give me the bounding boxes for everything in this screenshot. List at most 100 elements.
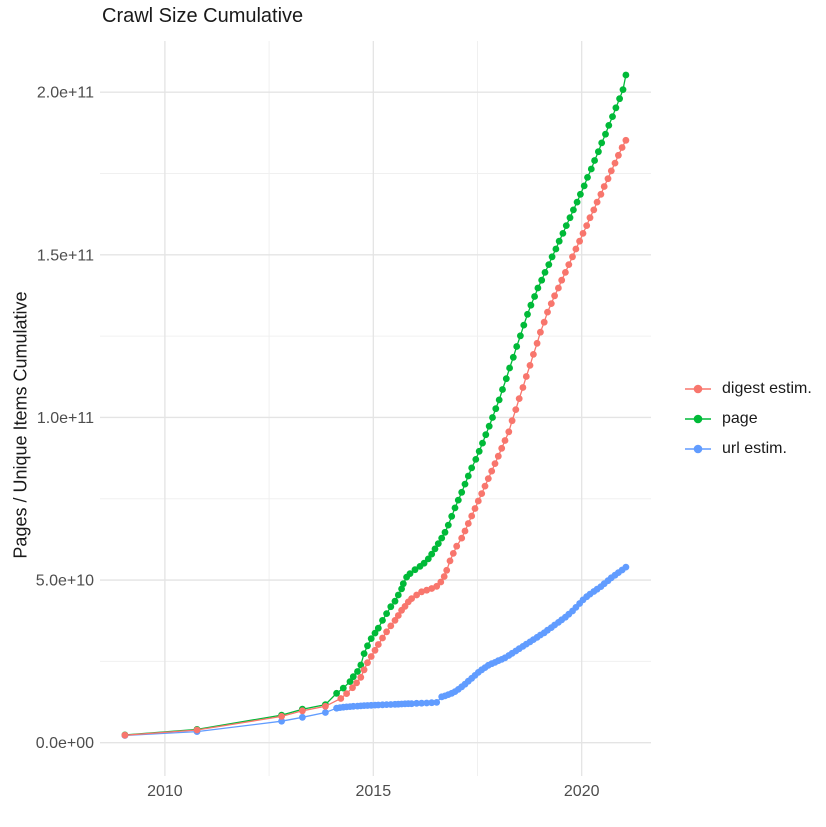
data-point-digest-estim (597, 190, 605, 198)
data-point-page (506, 364, 513, 372)
data-point-page (458, 488, 466, 496)
data-point-page (577, 190, 584, 198)
data-point-page (475, 447, 483, 455)
data-point-digest-estim (437, 578, 445, 586)
data-point-digest-estim (569, 253, 576, 261)
data-point-digest-estim (474, 497, 482, 505)
data-point-page (398, 585, 405, 593)
data-point-page (357, 661, 365, 669)
data-point-page (517, 332, 524, 340)
data-point-digest-estim (387, 622, 395, 630)
data-point-page (346, 678, 354, 685)
data-point-url-estim (299, 713, 306, 721)
data-point-url-estim (622, 563, 630, 571)
data-point-digest-estim (576, 237, 583, 245)
data-point-page (339, 684, 347, 692)
data-point-page (485, 422, 493, 430)
data-point-digest-estim (453, 542, 461, 550)
data-point-digest-estim (544, 308, 551, 316)
data-point-page (548, 253, 556, 261)
data-point-digest-estim (498, 444, 506, 452)
data-point-page (411, 566, 419, 574)
data-point-page (573, 198, 581, 206)
data-point-url-estim (423, 699, 431, 707)
data-point-digest-estim (494, 452, 502, 460)
data-point-digest-estim (586, 214, 594, 222)
data-point-page (538, 276, 546, 284)
data-point-page (509, 353, 517, 361)
data-point-url-estim (408, 700, 415, 708)
data-point-digest-estim (299, 707, 306, 715)
data-point-digest-estim (449, 550, 457, 557)
x-tick-label: 2015 (356, 783, 392, 800)
data-point-url-estim (278, 717, 285, 725)
data-point-digest-estim (413, 591, 420, 599)
legend-key-page-icon (685, 414, 711, 423)
data-point-page (349, 673, 357, 681)
data-point-url-estim (413, 699, 420, 707)
data-point-page (531, 293, 538, 300)
data-point-digest-estim (558, 276, 566, 284)
data-point-digest-estim (533, 339, 541, 347)
data-point-digest-estim (443, 566, 451, 574)
data-point-url-estim (433, 699, 441, 706)
data-point-digest-estim (555, 284, 562, 292)
x-tick-label: 2010 (147, 783, 183, 800)
data-point-page (545, 261, 553, 268)
data-point-digest-estim (607, 167, 615, 175)
data-point-page (479, 439, 486, 447)
data-point-page (619, 86, 627, 93)
data-point-page (394, 591, 402, 599)
data-point-page (391, 597, 399, 605)
data-point-digest-estim (374, 641, 382, 648)
data-point-digest-estim (572, 245, 580, 253)
data-point-page (584, 174, 591, 181)
legend-item-digest-estim: digest estim. (683, 378, 812, 399)
data-point-digest-estim (547, 300, 555, 307)
data-point-digest-estim (418, 588, 425, 596)
legend-item-url-estim: url estim. (683, 438, 812, 459)
data-point-page (383, 610, 390, 617)
data-point-page (464, 472, 472, 480)
data-point-digest-estim (526, 362, 534, 369)
x-tick-label: 2020 (564, 783, 600, 800)
data-point-digest-estim (590, 206, 598, 214)
data-point-page (379, 617, 386, 624)
data-point-digest-estim (471, 505, 479, 512)
data-point-digest-estim (579, 230, 587, 237)
data-point-url-estim (418, 699, 425, 707)
data-point-page (502, 375, 510, 383)
data-point-page (482, 431, 490, 439)
data-point-digest-estim (371, 646, 379, 654)
data-point-digest-estim (615, 151, 622, 159)
data-point-page (364, 642, 371, 650)
data-point-page (374, 624, 382, 632)
chart-title: Crawl Size Cumulative (102, 5, 304, 27)
legend-key-url-estim-icon (685, 444, 711, 453)
data-point-page (520, 321, 528, 329)
data-point-digest-estim (193, 726, 201, 734)
data-point-page (513, 343, 521, 350)
data-point-digest-estim (391, 617, 399, 624)
data-point-digest-estim (458, 534, 466, 542)
data-point-digest-estim (484, 475, 492, 482)
data-point-page (434, 540, 442, 547)
legend-label-url-estim: url estim. (722, 439, 787, 457)
data-point-page (438, 534, 446, 542)
y-tick-label: 5.0e+10 (36, 573, 94, 590)
data-point-page (406, 570, 414, 577)
data-point-page (472, 456, 480, 463)
y-tick-label: 0.0e+00 (36, 735, 94, 752)
data-point-page (468, 464, 476, 472)
data-point-page (555, 237, 563, 245)
data-point-digest-estim (446, 557, 454, 565)
data-point-digest-estim (551, 292, 558, 300)
data-point-page (360, 650, 368, 657)
data-point-digest-estim (278, 713, 285, 720)
data-point-digest-estim (440, 573, 448, 580)
data-point-digest-estim (512, 406, 520, 413)
data-point-digest-estim (508, 417, 516, 425)
data-point-page (616, 95, 623, 103)
data-point-digest-estim (394, 612, 402, 619)
